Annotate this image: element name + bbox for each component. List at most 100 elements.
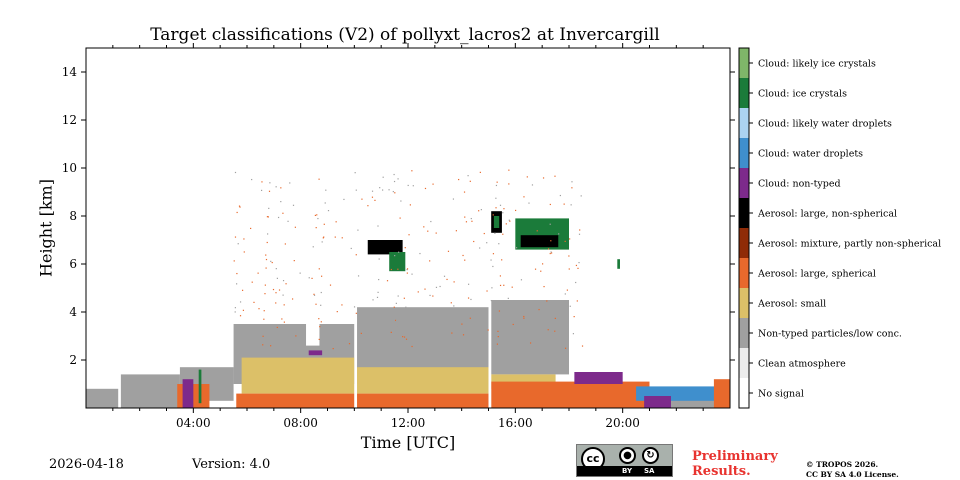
speckle-point [554,317,556,320]
speckle-point [243,251,245,253]
speckle-point [553,326,555,329]
speckle-point [431,315,433,317]
speckle-point [393,173,395,176]
cc-label-band [577,466,672,476]
speckle-point [468,337,470,339]
speckle-point [516,247,518,249]
speckle-point [464,259,466,261]
speckle-point [491,287,493,289]
y-tick-label: 6 [69,257,77,271]
speckle-point [406,268,409,270]
speckle-point [435,286,438,288]
speckle-point [564,347,567,349]
speckle-point [308,277,310,279]
speckle-point [355,312,357,314]
speckle-point [479,171,481,173]
speckle-point [314,214,317,217]
speckle-point [417,291,419,293]
speckle-point [471,220,473,222]
cc-sa-label: SA [644,467,655,475]
colorbar-swatch-0 [739,378,749,408]
x-tick-label: 16:00 [498,416,533,430]
speckle-point [564,293,566,295]
colorbar-swatch-6 [739,198,749,228]
speckle-point [470,217,472,220]
speckle-point [316,214,318,216]
speckle-point [564,240,566,242]
speckle-point [265,258,268,261]
speckle-point [291,298,294,300]
speckle-point [262,335,264,337]
speckle-point [323,236,325,238]
speckle-point [496,181,498,183]
speckle-point [320,321,322,323]
speckle-point [502,212,504,214]
speckle-point [321,275,323,277]
speckle-point [388,189,390,191]
y-tick-label: 14 [62,65,78,79]
classification-regions [86,48,730,408]
region-aerosol-large-spherical-12 [357,393,489,408]
colorbar-swatch-3 [739,288,749,318]
speckle-point [284,243,286,245]
speckle-point [282,212,284,214]
speckle-point [540,270,542,272]
copyright-line2: CC BY SA 4.0 License. [806,470,899,479]
speckle-point [467,283,470,285]
speckle-point [236,211,238,214]
speckle-point [387,334,389,336]
speckle-point [528,202,530,204]
speckle-point [238,205,241,207]
speckle-point [480,209,482,211]
speckle-point [318,338,320,341]
speckle-point [324,202,326,204]
footer-date: 2026-04-18 [49,457,124,472]
speckle-point [512,323,514,326]
speckle-point [266,216,269,218]
speckle-point [397,268,399,270]
speckle-point [570,204,572,206]
speckle-point [358,334,361,336]
speckle-point [578,233,581,235]
speckle-point [566,289,568,291]
speckle-point [469,180,471,182]
speckle-point [387,331,389,334]
speckle-point [318,268,320,270]
region-cloud-non-typed-28 [182,379,194,408]
speckle-point [575,264,578,267]
share-alike-icon: ↻ [642,447,659,464]
speckle-point [515,209,517,212]
region-no-signal-16 [306,216,320,346]
region-cloud-ice-crystals-29 [198,369,202,404]
y-tick-label: 8 [69,209,77,223]
axes: 04:00 08:00 12:00 16:00 20:00 2 4 6 8 10 12 14 [62,43,735,430]
speckle-point [467,297,470,299]
speckle-point [571,187,573,189]
speckle-point [371,190,374,192]
speckle-point [499,204,502,206]
speckle-point [469,317,471,319]
speckle-point [403,297,405,299]
colorbar-swatch-9 [739,108,749,138]
speckle-point [271,261,273,264]
speckle-point [392,190,394,193]
copyright-line1: © TROPOS 2026. [806,460,879,469]
speckle-point [350,247,352,250]
speckle-point [526,176,528,178]
speckle-point [311,277,313,279]
speckle-point [382,189,384,191]
speckle-point [236,283,238,285]
speckle-point [259,347,261,349]
speckle-point [569,238,571,240]
speckle-point [554,330,556,332]
speckle-point [294,226,296,228]
region-non-typed-particles-low-conc-1 [120,374,180,408]
speckle-point [374,199,376,201]
speckle-point [508,219,510,221]
footer-version: Version: 4.0 [192,457,271,472]
speckle-point [411,345,413,348]
speckle-point [412,185,414,187]
speckle-point [239,301,242,303]
speckle-point [424,288,426,290]
speckle-point [463,191,466,193]
